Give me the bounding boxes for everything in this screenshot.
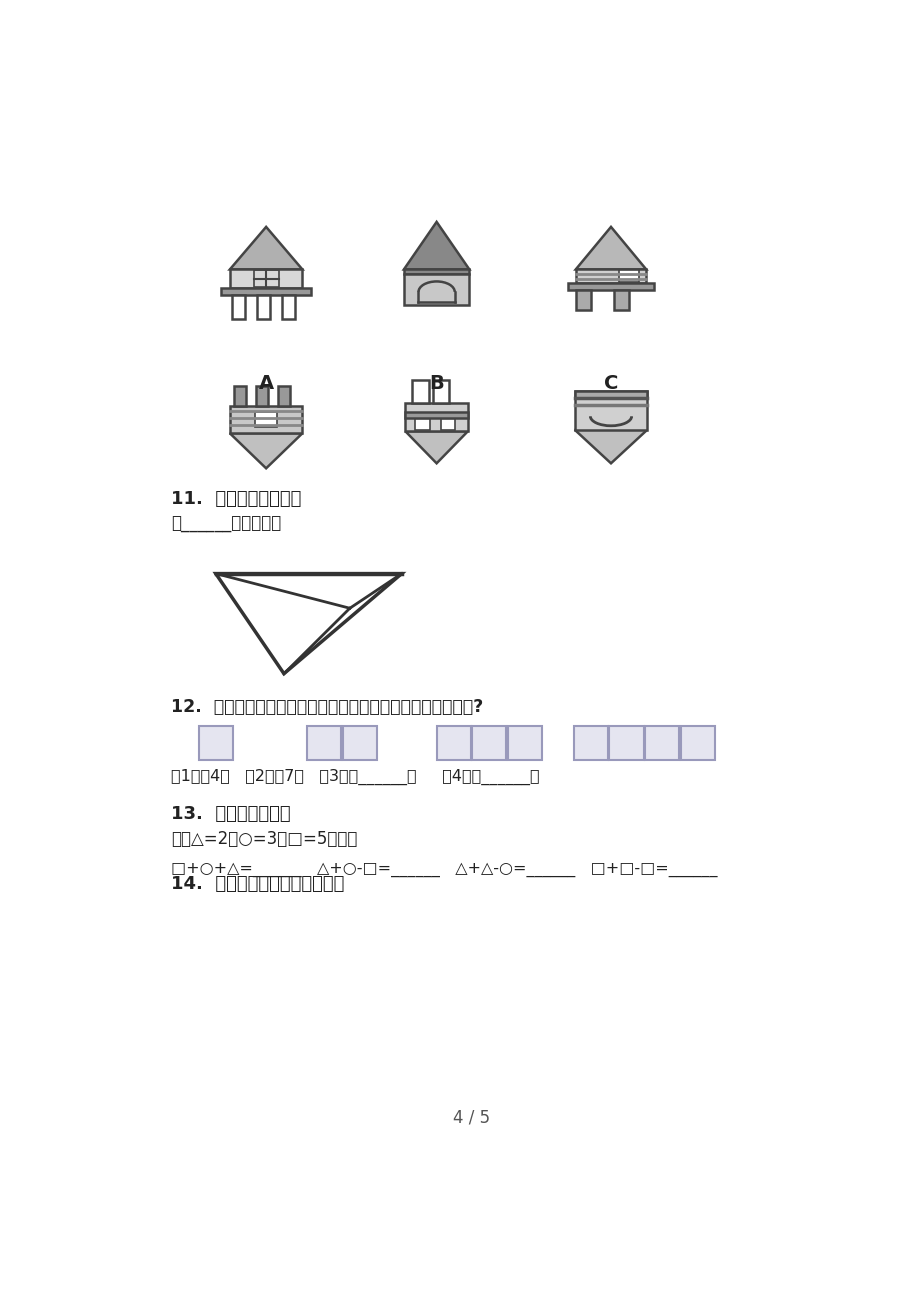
Polygon shape: [230, 270, 302, 289]
Polygon shape: [232, 296, 244, 319]
Polygon shape: [282, 296, 295, 319]
FancyBboxPatch shape: [343, 727, 377, 760]
Polygon shape: [230, 406, 302, 434]
FancyBboxPatch shape: [307, 727, 341, 760]
Text: C: C: [603, 374, 618, 393]
Text: 12.  照样子用同样长的小棒搭正方形，想一想，最少要用几根?: 12. 照样子用同样长的小棒搭正方形，想一想，最少要用几根?: [171, 698, 482, 716]
Polygon shape: [575, 227, 645, 270]
Polygon shape: [618, 271, 638, 283]
Polygon shape: [575, 270, 645, 284]
Polygon shape: [405, 404, 468, 431]
Polygon shape: [574, 391, 647, 430]
FancyBboxPatch shape: [573, 727, 607, 760]
Polygon shape: [403, 275, 469, 306]
Polygon shape: [440, 419, 454, 430]
FancyBboxPatch shape: [507, 727, 541, 760]
Polygon shape: [574, 430, 647, 464]
Text: □+○+△=______   △+○-□=______   △+△-○=______   □+□-□=______: □+○+△=______ △+○-□=______ △+△-○=______ □…: [171, 862, 717, 878]
Text: 13.  计算下列各式。: 13. 计算下列各式。: [171, 805, 290, 823]
Polygon shape: [255, 413, 277, 427]
Polygon shape: [230, 434, 302, 469]
Polygon shape: [574, 391, 647, 398]
Text: 14.  根据图中的七巧板填一填。: 14. 根据图中的七巧板填一填。: [171, 875, 344, 893]
Text: 有______个三角形。: 有______个三角形。: [171, 516, 280, 533]
Polygon shape: [221, 289, 312, 296]
Polygon shape: [230, 227, 302, 270]
Text: 如果△=2，○=3，□=5，那么: 如果△=2，○=3，□=5，那么: [171, 829, 357, 848]
FancyBboxPatch shape: [608, 727, 643, 760]
Text: 搭1个用4根   搭2个用7根   搭3个用______根     搭4个用______根: 搭1个用4根 搭2个用7根 搭3个用______根 搭4个用______根: [171, 769, 539, 785]
Polygon shape: [432, 380, 448, 404]
Polygon shape: [405, 413, 468, 418]
Text: B: B: [429, 374, 444, 393]
Polygon shape: [405, 431, 468, 464]
Polygon shape: [256, 296, 270, 319]
Polygon shape: [233, 387, 245, 406]
Polygon shape: [568, 284, 653, 290]
FancyBboxPatch shape: [680, 727, 714, 760]
Polygon shape: [403, 221, 469, 270]
Text: 4 / 5: 4 / 5: [452, 1108, 490, 1126]
FancyBboxPatch shape: [437, 727, 471, 760]
Polygon shape: [412, 380, 428, 404]
FancyBboxPatch shape: [644, 727, 678, 760]
FancyBboxPatch shape: [471, 727, 505, 760]
Text: A: A: [258, 374, 273, 393]
Polygon shape: [613, 290, 628, 310]
Polygon shape: [278, 387, 289, 406]
Text: 11.  数一数，填一填。: 11. 数一数，填一填。: [171, 491, 301, 508]
Polygon shape: [575, 290, 590, 310]
Polygon shape: [415, 419, 429, 430]
Polygon shape: [255, 387, 267, 406]
FancyBboxPatch shape: [199, 727, 233, 760]
Polygon shape: [403, 270, 469, 275]
